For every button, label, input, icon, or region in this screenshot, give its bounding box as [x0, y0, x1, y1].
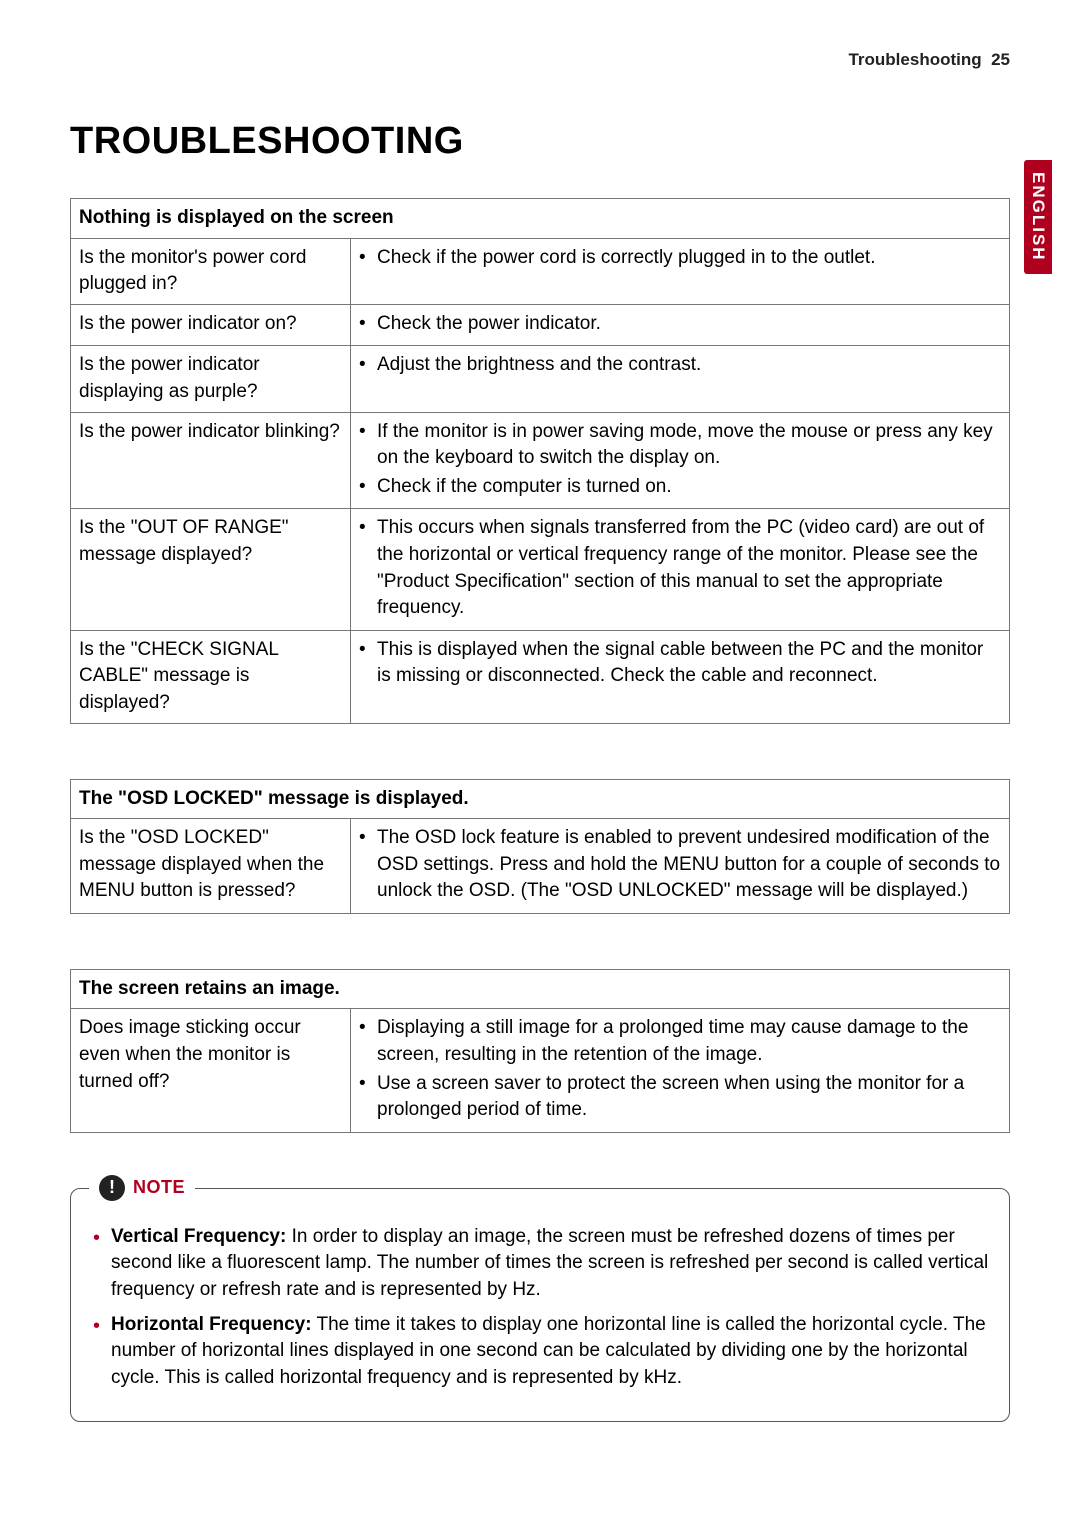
question-cell: Is the power indicator on?	[71, 304, 351, 346]
answer-item: If the monitor is in power saving mode, …	[359, 419, 1001, 472]
question-cell: Is the "OUT OF RANGE" message displayed?	[71, 509, 351, 630]
question-cell: Is the "OSD LOCKED" message displayed wh…	[71, 819, 351, 914]
answer-item: The OSD lock feature is enabled to preve…	[359, 825, 1001, 905]
table-row: Is the "OSD LOCKED" message displayed wh…	[71, 819, 1010, 914]
troubleshooting-table: The "OSD LOCKED" message is displayed.Is…	[70, 779, 1010, 914]
answer-item: Displaying a still image for a prolonged…	[359, 1015, 1001, 1068]
answer-cell: Displaying a still image for a prolonged…	[351, 1009, 1010, 1132]
question-cell: Does image sticking occur even when the …	[71, 1009, 351, 1132]
answer-cell: Adjust the brightness and the contrast.	[351, 346, 1010, 412]
table-row: Does image sticking occur even when the …	[71, 1009, 1010, 1132]
answer-cell: The OSD lock feature is enabled to preve…	[351, 819, 1010, 914]
header-page-number: 25	[991, 50, 1010, 69]
answer-item: This occurs when signals transferred fro…	[359, 515, 1001, 621]
note-label: ! NOTE	[89, 1175, 195, 1201]
question-cell: Is the "CHECK SIGNAL CABLE" message is d…	[71, 630, 351, 723]
answer-item: Check the power indicator.	[359, 311, 1001, 338]
table-row: Is the power indicator displaying as pur…	[71, 346, 1010, 412]
answer-cell: If the monitor is in power saving mode, …	[351, 412, 1010, 509]
answer-cell: Check the power indicator.	[351, 304, 1010, 346]
answer-cell: This occurs when signals transferred fro…	[351, 509, 1010, 630]
table-row: Is the power indicator on? Check the powe…	[71, 304, 1010, 346]
answer-item: Use a screen saver to protect the screen…	[359, 1071, 1001, 1124]
tables-container: Nothing is displayed on the screenIs the…	[70, 198, 1010, 1133]
table-header: Nothing is displayed on the screen	[71, 199, 1010, 239]
note-box: ! NOTE Vertical Frequency: In order to d…	[70, 1188, 1010, 1423]
page-title: TROUBLESHOOTING	[70, 120, 1010, 163]
table-header: The "OSD LOCKED" message is displayed.	[71, 779, 1010, 819]
table-row: Is the power indicator blinking?If the m…	[71, 412, 1010, 509]
table-row: Is the monitor's power cord plugged in? C…	[71, 238, 1010, 304]
answer-item: This is displayed when the signal cable …	[359, 637, 1001, 690]
info-icon: !	[99, 1175, 125, 1201]
question-cell: Is the power indicator displaying as pur…	[71, 346, 351, 412]
answer-cell: Check if the power cord is correctly plu…	[351, 238, 1010, 304]
answer-item: Adjust the brightness and the contrast.	[359, 352, 1001, 379]
table-header: The screen retains an image.	[71, 969, 1010, 1009]
language-tab: ENGLISH	[1024, 160, 1052, 274]
header-section: Troubleshooting	[848, 50, 981, 69]
troubleshooting-table: The screen retains an image.Does image s…	[70, 969, 1010, 1133]
answer-item: Check if the power cord is correctly plu…	[359, 245, 1001, 272]
note-label-text: NOTE	[133, 1175, 185, 1200]
answer-cell: This is displayed when the signal cable …	[351, 630, 1010, 723]
answer-item: Check if the computer is turned on.	[359, 474, 1001, 501]
table-row: Is the "CHECK SIGNAL CABLE" message is d…	[71, 630, 1010, 723]
troubleshooting-table: Nothing is displayed on the screenIs the…	[70, 198, 1010, 724]
page-header: Troubleshooting 25	[70, 50, 1010, 70]
question-cell: Is the monitor's power cord plugged in?	[71, 238, 351, 304]
question-cell: Is the power indicator blinking?	[71, 412, 351, 509]
note-list: Vertical Frequency: In order to display …	[91, 1224, 989, 1392]
note-item: Horizontal Frequency: The time it takes …	[91, 1312, 989, 1392]
note-item: Vertical Frequency: In order to display …	[91, 1224, 989, 1304]
table-row: Is the "OUT OF RANGE" message displayed?…	[71, 509, 1010, 630]
